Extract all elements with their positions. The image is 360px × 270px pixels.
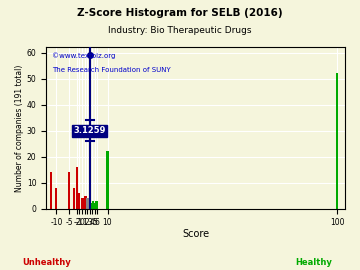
Bar (84, 196, 86, 209)
Text: Industry: Bio Therapeutic Drugs: Industry: Bio Therapeutic Drugs (108, 26, 252, 35)
Bar (50, 172, 52, 209)
Bar (55, 188, 58, 209)
Bar (85, 196, 87, 209)
Text: ©www.textbiz.org: ©www.textbiz.org (52, 52, 116, 59)
Text: Unhealthy: Unhealthy (22, 258, 71, 266)
Bar (89, 201, 91, 209)
X-axis label: Score: Score (182, 229, 209, 239)
Text: Z-Score Histogram for SELB (2016): Z-Score Histogram for SELB (2016) (77, 8, 283, 18)
Text: Healthy: Healthy (295, 258, 332, 266)
Bar (96, 201, 98, 209)
Y-axis label: Number of companies (191 total): Number of companies (191 total) (15, 64, 24, 192)
Bar (76, 167, 78, 209)
Bar (82, 198, 84, 209)
Bar (92, 201, 94, 209)
Bar (73, 188, 75, 209)
Bar (78, 193, 80, 209)
Bar (88, 198, 90, 209)
Bar (87, 198, 89, 209)
Bar (68, 172, 70, 209)
Text: The Research Foundation of SUNY: The Research Foundation of SUNY (52, 67, 171, 73)
Bar (81, 198, 83, 209)
Text: 3.1259: 3.1259 (73, 126, 106, 135)
Bar (336, 73, 338, 209)
Bar (86, 198, 88, 209)
Bar (94, 204, 96, 209)
Bar (107, 151, 108, 209)
Bar (95, 201, 97, 209)
Bar (90, 204, 93, 209)
